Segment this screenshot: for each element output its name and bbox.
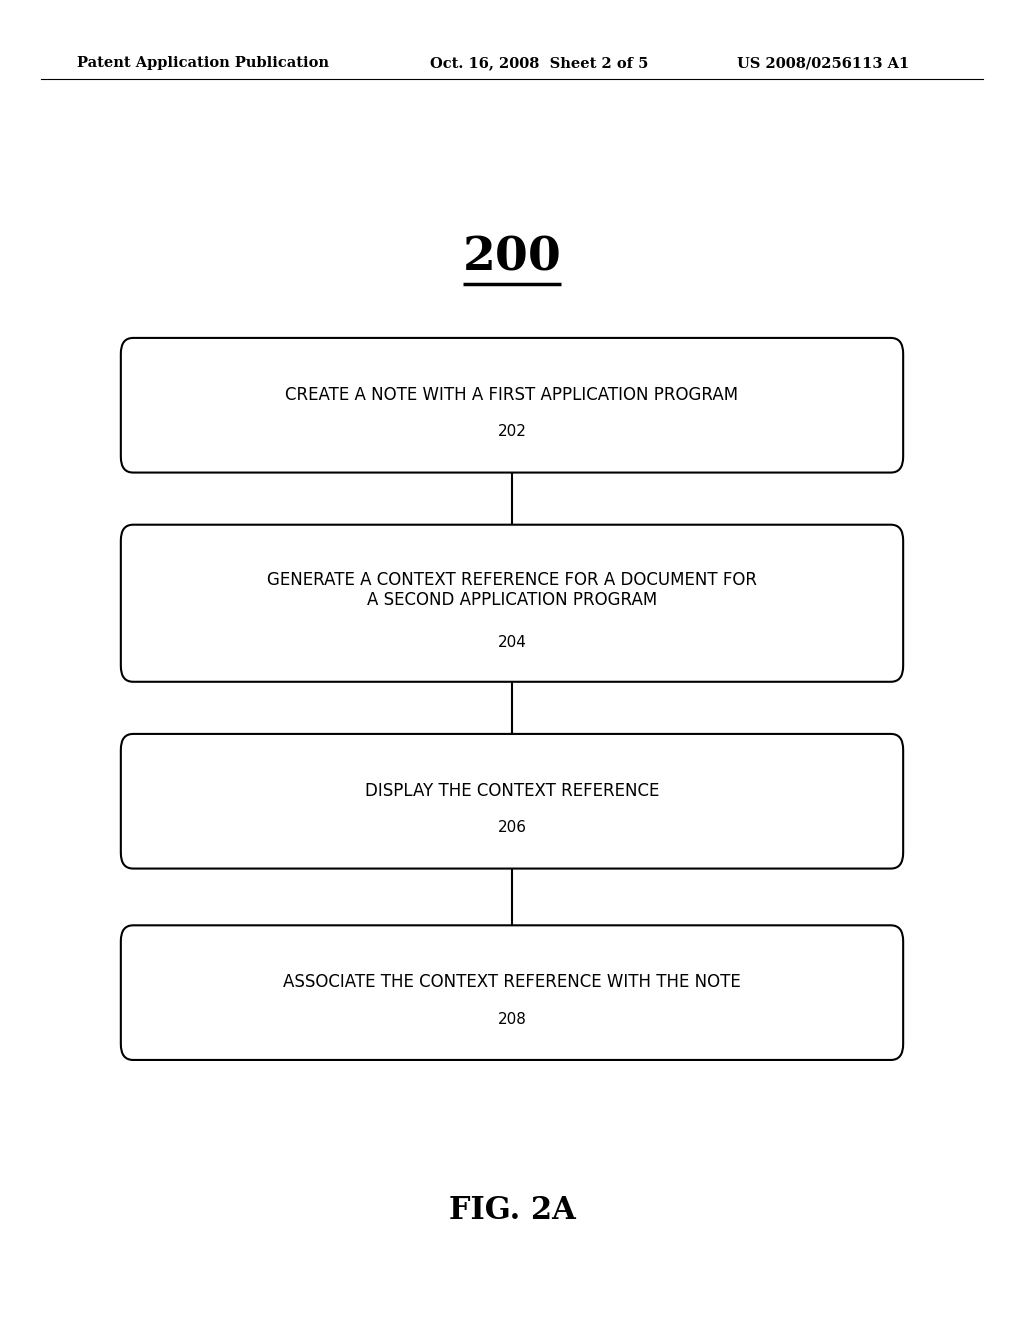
Text: ASSOCIATE THE CONTEXT REFERENCE WITH THE NOTE: ASSOCIATE THE CONTEXT REFERENCE WITH THE… [283, 973, 741, 991]
FancyBboxPatch shape [121, 925, 903, 1060]
Text: 202: 202 [498, 424, 526, 440]
Text: Oct. 16, 2008  Sheet 2 of 5: Oct. 16, 2008 Sheet 2 of 5 [430, 57, 648, 70]
Text: 204: 204 [498, 635, 526, 651]
Text: US 2008/0256113 A1: US 2008/0256113 A1 [737, 57, 909, 70]
Text: GENERATE A CONTEXT REFERENCE FOR A DOCUMENT FOR
A SECOND APPLICATION PROGRAM: GENERATE A CONTEXT REFERENCE FOR A DOCUM… [267, 570, 757, 610]
Text: 208: 208 [498, 1011, 526, 1027]
FancyBboxPatch shape [121, 734, 903, 869]
Text: CREATE A NOTE WITH A FIRST APPLICATION PROGRAM: CREATE A NOTE WITH A FIRST APPLICATION P… [286, 385, 738, 404]
Text: DISPLAY THE CONTEXT REFERENCE: DISPLAY THE CONTEXT REFERENCE [365, 781, 659, 800]
Text: FIG. 2A: FIG. 2A [449, 1195, 575, 1226]
FancyBboxPatch shape [121, 338, 903, 473]
Text: 206: 206 [498, 820, 526, 836]
Text: 200: 200 [463, 235, 561, 280]
Text: Patent Application Publication: Patent Application Publication [77, 57, 329, 70]
FancyBboxPatch shape [121, 524, 903, 681]
